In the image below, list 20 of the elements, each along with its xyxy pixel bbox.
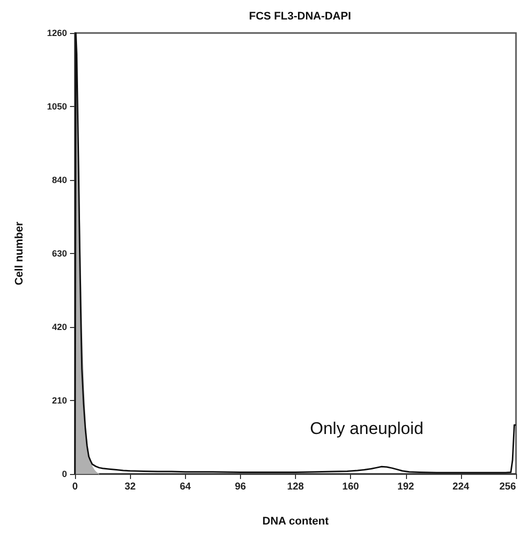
x-axis-title: DNA content — [262, 516, 329, 528]
y-tick-label: 210 — [52, 396, 67, 406]
y-tick-label: 1050 — [46, 102, 67, 112]
x-tick-label: 128 — [287, 482, 304, 492]
x-tick-label: 96 — [234, 482, 246, 492]
x-tick-label: 224 — [452, 482, 470, 492]
x-tick-label: 192 — [397, 482, 415, 492]
chart-title: FCS FL3-DNA-DAPI — [248, 10, 352, 22]
x-tick-label: 64 — [180, 482, 192, 492]
y-tick-label: 1260 — [46, 28, 67, 38]
x-tick-label: 160 — [342, 482, 360, 492]
y-tick-label: 0 — [62, 469, 67, 479]
y-tick-label: 630 — [52, 248, 67, 258]
y-axis-title: Cell number — [14, 221, 26, 286]
x-tick-label: 32 — [124, 482, 136, 492]
annotation: Only aneuploid — [310, 419, 424, 438]
x-tick-label: 256 — [499, 482, 516, 492]
y-tick-label: 420 — [52, 322, 67, 332]
x-tick-label: 0 — [72, 482, 78, 492]
y-tick-label: 840 — [52, 175, 67, 185]
